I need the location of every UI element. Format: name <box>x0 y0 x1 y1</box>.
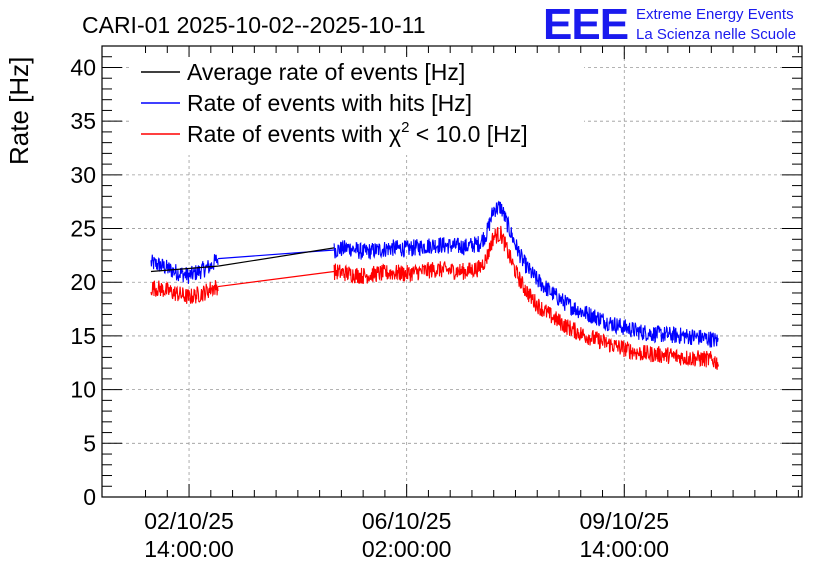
y-tick-label: 30 <box>70 162 96 188</box>
y-tick-label: 10 <box>70 377 96 403</box>
hits-series-line-period-2 <box>333 200 719 348</box>
y-tick-label: 35 <box>70 108 96 134</box>
y-tick-label: 25 <box>70 216 96 242</box>
x-tick-time: 02:00:00 <box>362 536 452 562</box>
x-tick-date: 06/10/25 <box>362 508 452 534</box>
brand-line-2: La Scienza nelle Scuole <box>636 26 796 43</box>
hits-series-line-period-1 <box>150 254 219 284</box>
x-tick-date: 09/10/25 <box>580 508 670 534</box>
legend-label-chi2: Rate of events with χ2 < 10.0 [Hz] <box>187 119 528 147</box>
x-tick-time: 14:00:00 <box>580 536 670 562</box>
y-tick-label: 0 <box>83 484 96 510</box>
eee-logo-text: EEE <box>543 0 628 49</box>
y-axis-label: Rate [Hz] <box>4 57 34 165</box>
brand-line-1: Extreme Energy Events <box>636 6 794 23</box>
legend-background <box>132 57 584 155</box>
eee-logo: EEE Extreme Energy Events La Scienza nel… <box>543 0 796 49</box>
x-tick-time: 14:00:00 <box>144 536 234 562</box>
data-series <box>150 200 719 370</box>
legend: Average rate of events [Hz] Rate of even… <box>132 57 584 155</box>
x-tick-date: 02/10/25 <box>144 508 234 534</box>
chi2-series-line-period-2 <box>333 225 719 370</box>
axis-ticks: 051015202530354002/10/2514:00:0006/10/25… <box>70 45 802 562</box>
y-tick-label: 15 <box>70 323 96 349</box>
average-series-segment <box>217 247 335 267</box>
average-series-segment <box>150 265 219 273</box>
chi2-series-gap-link <box>217 270 335 288</box>
chi2-series-line-period-1 <box>150 280 219 304</box>
y-tick-label: 20 <box>70 269 96 295</box>
y-tick-label: 40 <box>70 54 96 80</box>
chart-title: CARI-01 2025-10-02--2025-10-11 <box>82 12 426 38</box>
legend-label-hits: Rate of events with hits [Hz] <box>187 90 472 116</box>
y-tick-label: 5 <box>83 430 96 456</box>
legend-label-average: Average rate of events [Hz] <box>187 59 465 85</box>
